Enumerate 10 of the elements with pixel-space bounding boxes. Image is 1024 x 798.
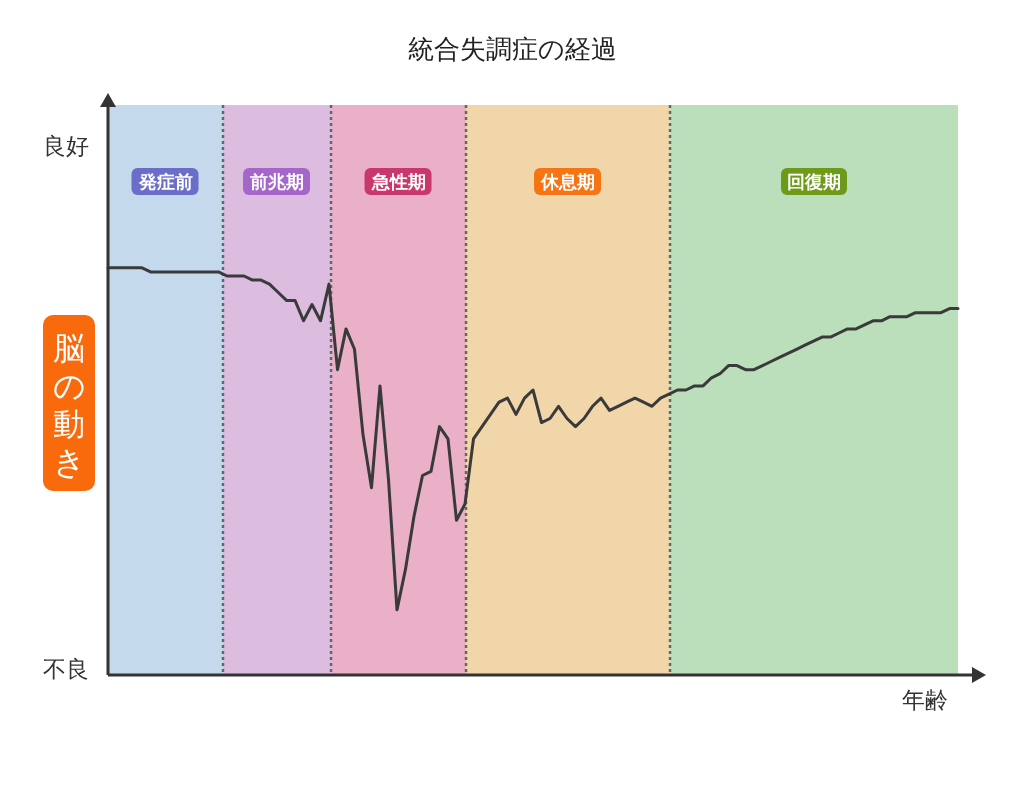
x-axis-title: 年齢 <box>902 687 948 713</box>
text: 発症前 <box>137 171 193 192</box>
text: 前兆期 <box>249 171 305 192</box>
text: 不良 <box>43 656 89 682</box>
text: 良好 <box>43 133 89 159</box>
text: 急性期 <box>370 171 426 192</box>
text: 回復期 <box>787 171 842 192</box>
chart-title: 統合失調症の経過 <box>407 34 617 64</box>
y-axis-title: 脳の動き <box>52 329 86 481</box>
text: 休息期 <box>540 171 596 192</box>
